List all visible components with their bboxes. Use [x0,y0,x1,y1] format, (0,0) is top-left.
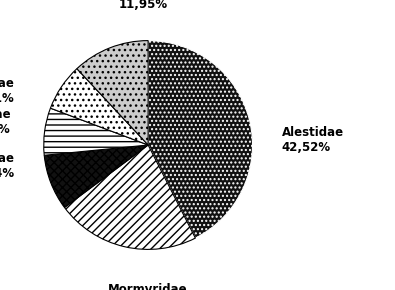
Wedge shape [77,41,148,145]
Wedge shape [44,145,148,207]
Text: Mormyridae
22,26%: Mormyridae 22,26% [108,283,188,290]
Wedge shape [44,108,148,155]
Text: Chichlidae
7,31%: Chichlidae 7,31% [0,77,15,105]
Text: Alestidae
42,52%: Alestidae 42,52% [282,126,344,154]
Wedge shape [64,145,196,249]
Text: Schilbeidae
7,31%: Schilbeidae 7,31% [0,108,10,136]
Text: Others
11,95%: Others 11,95% [118,0,167,11]
Wedge shape [148,41,252,238]
Wedge shape [51,69,148,145]
Text: Clariidae
8,64%: Clariidae 8,64% [0,152,15,180]
